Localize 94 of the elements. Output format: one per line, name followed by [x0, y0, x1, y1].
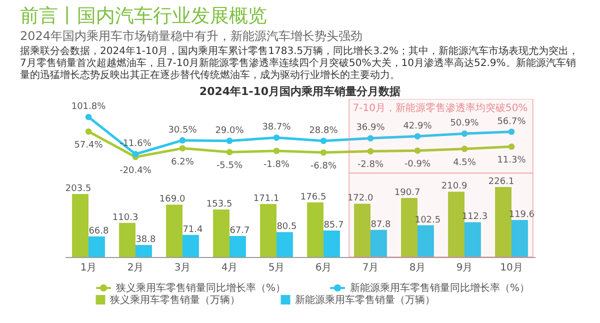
bar — [418, 225, 434, 257]
data-label: -6.8% — [310, 162, 337, 172]
bar — [72, 194, 88, 257]
data-label: -1.8% — [263, 160, 290, 170]
point — [367, 148, 374, 154]
data-label: 169.0 — [159, 194, 186, 205]
point — [320, 138, 327, 144]
bar — [230, 236, 246, 257]
x-tick-label: 10月 — [500, 262, 523, 274]
point — [461, 130, 468, 137]
data-label: 29.0% — [215, 126, 244, 136]
text: 据乘联分会数据，2024年1-10月，国内乘用车累计零售1783.5万辆，同比增长3.2%；其中，新能源汽车市场表现尤为突出，7月零售销量首次超越燃油车，且7-10月新能源零售渗透率连续四个月突破50%大关，10月渗透率高达52.9%。新能源汽车销量的迅猛增长态势反映出其正在逐步替代传统燃油车，成为驱动行业增长的主要动力。 — [20, 46, 580, 82]
text: 2024年1-10月国内乘用车销量分月数据 — [198, 85, 402, 99]
bar — [307, 202, 324, 257]
legend-label: 新能源乘用车零售销量（万辆） — [295, 294, 435, 306]
data-label: 101.8% — [71, 102, 106, 112]
data-label: 67.7 — [230, 226, 250, 236]
data-label: 172.0 — [347, 194, 374, 204]
data-label: -2.8% — [357, 160, 384, 170]
bar — [136, 244, 152, 257]
legend-label: 新能源乘用车零售销量同比增长率（%） — [350, 282, 530, 294]
bar — [182, 234, 199, 257]
bar — [119, 222, 136, 257]
data-label: 210.9 — [441, 182, 468, 192]
data-label: 80.5 — [276, 222, 297, 232]
point — [508, 128, 515, 135]
point — [132, 150, 139, 158]
data-label: 171.1 — [253, 194, 280, 204]
bar — [166, 204, 182, 257]
chart-subtitle: 2024年国内乘用车市场销量稳中有升，新能源汽车增长势头强劲 — [20, 28, 364, 44]
data-label: 203.5 — [65, 184, 92, 194]
point — [226, 138, 233, 144]
point — [273, 134, 280, 141]
x-tick-label: 1月 — [80, 262, 97, 274]
point — [461, 146, 468, 152]
data-label: -20.4% — [120, 166, 152, 176]
x-tick-label: 2月 — [127, 262, 144, 274]
data-label: 50.9% — [450, 118, 480, 129]
bar — [495, 187, 512, 257]
data-label: 38.7% — [262, 122, 292, 133]
data-label: 57.4% — [74, 140, 104, 151]
point — [179, 145, 186, 152]
data-label: 30.5% — [168, 125, 198, 136]
data-label: 176.5 — [300, 192, 326, 202]
bar — [354, 204, 370, 257]
bar — [324, 230, 340, 257]
x-tick-label: 7月 — [362, 262, 379, 274]
x-tick-label: 4月 — [221, 262, 238, 274]
data-label: 56.7% — [497, 116, 526, 127]
point — [179, 137, 186, 144]
point — [273, 148, 280, 154]
data-label: 66.8 — [88, 226, 110, 236]
bar — [276, 232, 293, 257]
data-label: 36.9% — [356, 123, 386, 134]
chart-title: 前言丨国内汽车行业发展概览 — [20, 4, 268, 28]
bar — [448, 192, 464, 257]
data-label: 38.8 — [136, 234, 156, 245]
data-label: 87.8 — [370, 220, 392, 230]
bar — [88, 236, 105, 257]
bar — [464, 222, 481, 257]
x-tick-label: 5月 — [268, 262, 285, 274]
data-label: -5.5% — [216, 161, 243, 172]
data-label: 153.5 — [206, 199, 232, 210]
bar — [370, 230, 387, 257]
data-label: 190.7 — [394, 188, 420, 198]
point — [414, 147, 421, 154]
data-label: 85.7 — [324, 220, 344, 230]
point — [320, 149, 327, 156]
point — [85, 128, 92, 135]
point — [226, 148, 233, 156]
data-label: 110.3 — [112, 212, 138, 223]
data-label: 11.3% — [497, 156, 526, 166]
data-label: 6.2% — [171, 157, 194, 168]
data-label: 28.8% — [309, 126, 338, 136]
x-tick-label: 9月 — [456, 262, 473, 274]
point — [367, 135, 374, 142]
bar — [401, 198, 418, 257]
bar — [512, 220, 528, 257]
data-label: 226.1 — [488, 177, 514, 187]
point — [85, 114, 92, 120]
data-label: -0.9% — [404, 160, 431, 170]
data-label: 42.9% — [403, 121, 432, 132]
point — [414, 133, 421, 140]
band-label: 7-10月，新能源零售渗透率均突破50% — [352, 102, 528, 114]
legend-label: 狭义乘用车零售销量同比增长率（%） — [116, 282, 286, 294]
data-label: 4.5% — [453, 158, 476, 168]
x-tick-label: 8月 — [409, 262, 426, 274]
x-tick-label: 3月 — [174, 262, 191, 274]
x-tick-label: 6月 — [315, 262, 332, 274]
legend-label: 狭义乘用车零售销量（万辆） — [110, 294, 240, 306]
bar — [260, 204, 276, 257]
point — [508, 143, 515, 150]
bar — [213, 209, 230, 257]
data-label: 71.4 — [182, 224, 204, 235]
